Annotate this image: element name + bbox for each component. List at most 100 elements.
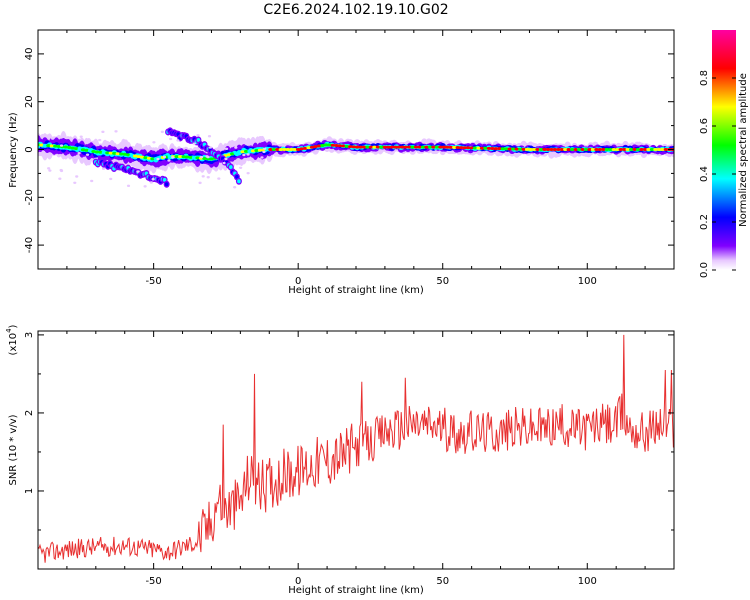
spectrum-peak	[455, 146, 460, 150]
spectrum-peak	[400, 145, 405, 149]
spectrum-peak	[67, 145, 72, 149]
spectrum-peak	[233, 151, 238, 155]
x-tick-label: -50	[145, 576, 161, 587]
spectrum-noise	[208, 146, 212, 149]
spectrum-peak	[348, 145, 353, 149]
spectrum-noise	[214, 167, 218, 170]
spectrum-peak	[292, 148, 297, 151]
spectrum-peak	[132, 154, 138, 158]
spectrum-noise	[198, 181, 202, 185]
colorbar: 0.0 0.2 0.4 0.6 0.8 Normalized spectral ampl…	[699, 30, 749, 278]
spectrum-peak	[570, 148, 575, 151]
spectrum-noise	[260, 156, 264, 159]
x-tick-label: 50	[436, 276, 449, 287]
x-tick-label: 100	[578, 576, 597, 587]
spectrum-noise	[206, 155, 210, 159]
spectrum-noise	[126, 184, 131, 188]
spectrum-peak	[393, 145, 398, 149]
colorbar-tick-label: 0.2	[699, 214, 710, 230]
spectrum-peak	[625, 148, 630, 151]
spectrum-peak	[375, 145, 381, 149]
spectrum-peak	[427, 145, 433, 149]
spectrum-peak	[80, 148, 86, 152]
spectrum-noise	[224, 147, 229, 151]
spectrum-peak	[257, 148, 263, 152]
spectrum-peak	[295, 148, 301, 151]
spectrum-peak	[84, 148, 89, 152]
spectrum-peak	[275, 148, 280, 151]
spectrum-noise	[199, 155, 204, 159]
spectrum-noise	[58, 177, 62, 180]
spectrum-peak	[608, 148, 613, 151]
spectrum-peak	[129, 153, 134, 157]
spectrum-peak	[431, 145, 436, 149]
spectrum-peak	[49, 144, 55, 148]
spectrum-peak	[46, 144, 51, 148]
spectrum-peak	[271, 148, 277, 151]
spectrum-noise	[262, 150, 266, 154]
spectrum-peak	[576, 148, 582, 151]
colorbar-tick-label: 0.4	[699, 166, 710, 182]
spectrum-peak	[365, 145, 370, 149]
spectrum-peak	[511, 147, 516, 151]
snr-multiplier-close: )	[8, 324, 19, 328]
spectrum-noise	[156, 157, 160, 161]
spectrum-peak	[181, 155, 186, 159]
snr-axes: -50 0 50 100 1 2 3	[24, 331, 675, 587]
spectrum-noise	[201, 175, 205, 178]
spectrum-peak	[91, 150, 96, 154]
spectrum-noise	[152, 141, 156, 144]
spectrum-noise	[207, 135, 212, 138]
spectrum-peak	[413, 145, 419, 149]
spectrum-peak	[545, 148, 551, 151]
spectrum-noise	[239, 166, 243, 169]
spectrum-noise	[136, 170, 140, 173]
spectrum-peak	[299, 147, 304, 151]
spectrum-peak	[622, 148, 627, 151]
spectrum-peak	[479, 146, 485, 150]
spectrum-peak	[101, 151, 107, 155]
spectrum-peak	[653, 148, 658, 151]
spectrum-peak	[403, 145, 408, 149]
spectrum-peak	[549, 148, 554, 151]
spectrum-peak	[649, 148, 655, 151]
spectrum-peak	[112, 151, 117, 155]
spectrum-peak	[205, 157, 211, 161]
spectrum-peak	[136, 155, 141, 159]
spectrum-noise	[224, 157, 228, 161]
spectrum-noise	[206, 176, 210, 179]
spectrum-peak	[542, 148, 547, 151]
spectrum-peak	[313, 145, 318, 149]
spectrum-peak	[566, 148, 571, 151]
spectrum-peak	[663, 148, 669, 151]
spectrum-noise	[234, 146, 238, 149]
spectrum-noise	[246, 153, 250, 156]
x-tick-label: 0	[295, 276, 301, 287]
spectrum-peak	[524, 147, 530, 151]
spectrum-peak	[316, 144, 322, 148]
spectrum-noise	[77, 151, 81, 155]
spectrum-noise	[233, 142, 237, 146]
spectrogram-x-label: Height of straight line (km)	[288, 285, 424, 296]
spectrum-peak	[518, 147, 523, 151]
spectrum-peak	[611, 148, 617, 151]
spectrum-peak	[105, 151, 110, 155]
spectrum-peak	[306, 146, 311, 150]
spectrum-branch-core	[196, 138, 201, 143]
spectrum-peak	[73, 147, 79, 151]
spectrum-noise	[59, 144, 64, 147]
snr-y-multiplier: (x104)	[5, 324, 19, 355]
spectrum-noise	[90, 179, 94, 183]
spectrum-peak	[424, 145, 429, 149]
spectrum-peak	[459, 146, 464, 150]
spectrum-peak	[462, 146, 467, 150]
spectrum-peak	[226, 153, 231, 157]
spectrum-peak	[302, 146, 308, 150]
spectrum-peak	[167, 155, 173, 159]
spectrum-peak	[590, 148, 596, 151]
spectrum-noise	[101, 167, 106, 170]
spectrum-peak	[580, 148, 585, 151]
spectrum-peak	[420, 145, 426, 149]
spectrum-peak	[70, 146, 75, 150]
